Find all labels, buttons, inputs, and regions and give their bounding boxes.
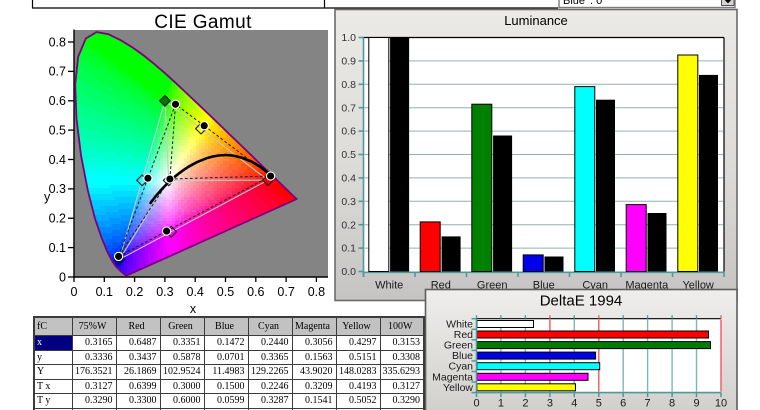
svg-text:0: 0 [473, 398, 479, 410]
svg-text:0.7: 0.7 [49, 65, 66, 79]
svg-text:0: 0 [71, 285, 78, 299]
svg-text:x: x [190, 302, 197, 316]
svg-text:7: 7 [645, 398, 651, 410]
svg-text:0.6: 0.6 [247, 285, 264, 299]
svg-text:0.6: 0.6 [49, 94, 66, 108]
svg-text:0.3: 0.3 [341, 196, 356, 208]
svg-text:5: 5 [596, 398, 602, 410]
svg-text:0.9: 0.9 [341, 56, 356, 68]
svg-text:0.1: 0.1 [49, 241, 66, 255]
svg-text:0.7: 0.7 [277, 285, 294, 299]
svg-text:10: 10 [715, 398, 727, 410]
svg-text:0.5: 0.5 [49, 123, 66, 137]
svg-text:9: 9 [693, 398, 699, 410]
svg-text:Cyan: Cyan [448, 361, 473, 373]
svg-text:0: 0 [59, 270, 66, 284]
svg-text:0.4: 0.4 [49, 153, 66, 167]
svg-text:0.0: 0.0 [341, 266, 356, 278]
svg-text:3: 3 [547, 398, 553, 410]
svg-text:CIE Gamut: CIE Gamut [154, 12, 252, 33]
svg-text:0.8: 0.8 [341, 79, 356, 91]
svg-text:1.0: 1.0 [341, 32, 356, 44]
svg-text:White: White [375, 280, 403, 292]
svg-text:Blue: Blue [452, 350, 473, 362]
svg-text:0.4: 0.4 [341, 173, 356, 185]
svg-text:Green: Green [477, 280, 508, 292]
svg-text:Blue: Blue [533, 280, 555, 292]
svg-text:8: 8 [669, 398, 675, 410]
svg-text:Red: Red [454, 329, 473, 341]
svg-text:Red: Red [431, 280, 451, 292]
svg-text:Blue: Blue [563, 0, 585, 7]
svg-text:0.1: 0.1 [341, 243, 356, 255]
svg-text:y: y [44, 190, 51, 204]
svg-text:6: 6 [620, 398, 626, 410]
svg-text:Green: Green [444, 340, 473, 352]
svg-text:0.2: 0.2 [341, 219, 356, 231]
svg-text:0.8: 0.8 [308, 285, 325, 299]
svg-text:0.4: 0.4 [187, 285, 204, 299]
svg-text:0.1: 0.1 [96, 285, 113, 299]
svg-text:0.3: 0.3 [49, 182, 66, 196]
svg-text:Yellow: Yellow [682, 280, 713, 292]
svg-text:0.5: 0.5 [341, 149, 356, 161]
svg-text:Magenta: Magenta [625, 280, 669, 292]
svg-text:0.2: 0.2 [126, 285, 143, 299]
svg-text:0.5: 0.5 [217, 285, 234, 299]
svg-text:Yellow: Yellow [443, 382, 473, 394]
svg-text:0.8: 0.8 [49, 35, 66, 49]
svg-text:Luminance: Luminance [504, 13, 568, 28]
svg-text:4: 4 [571, 398, 577, 410]
svg-text:0.7: 0.7 [341, 102, 356, 114]
svg-text:2: 2 [522, 398, 528, 410]
svg-text:0.6: 0.6 [341, 126, 356, 138]
svg-text:1: 1 [498, 398, 504, 410]
svg-text:Cyan: Cyan [582, 280, 608, 292]
svg-text:0.2: 0.2 [49, 212, 66, 226]
svg-text:0.3: 0.3 [156, 285, 173, 299]
svg-text:White: White [446, 319, 473, 331]
svg-text:Magenta: Magenta [432, 371, 473, 383]
svg-text:DeltaE 1994: DeltaE 1994 [540, 293, 623, 310]
svg-text:: 0: : 0 [590, 0, 602, 7]
